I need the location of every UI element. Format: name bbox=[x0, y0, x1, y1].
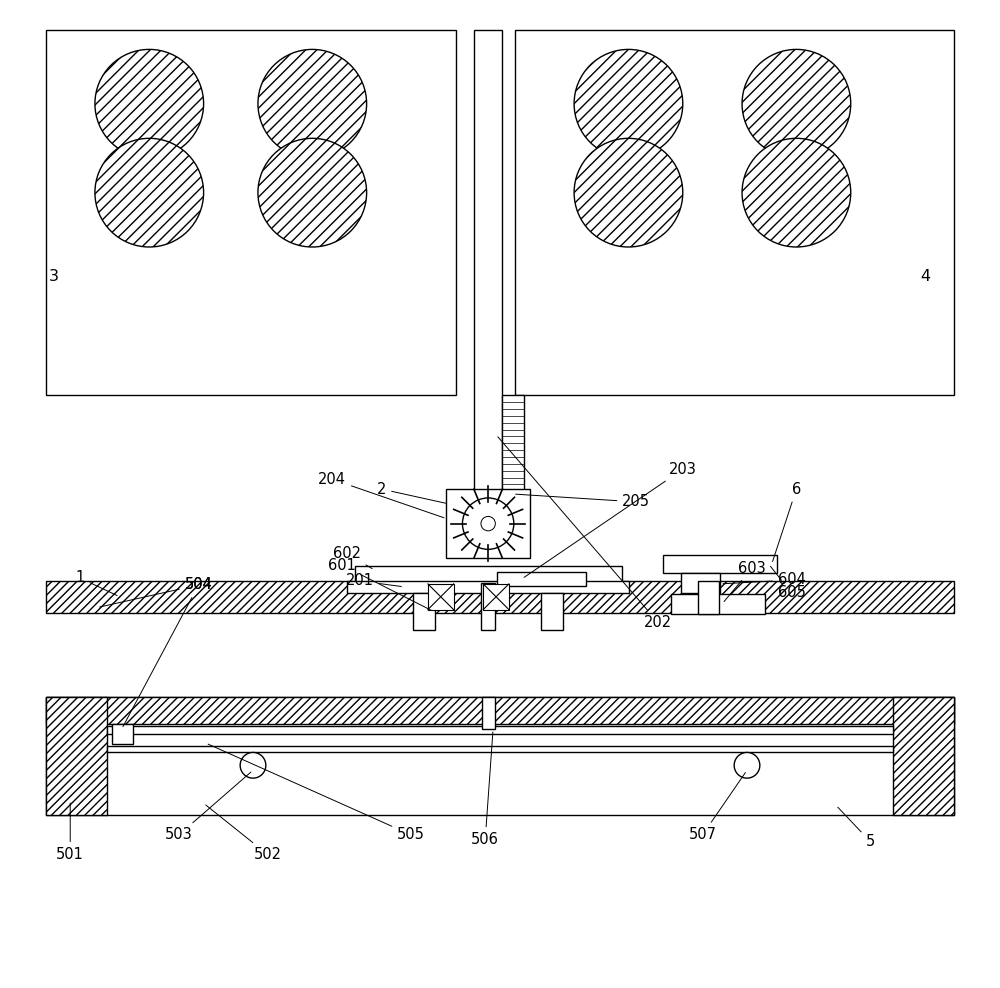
Bar bbox=[112, 724, 133, 744]
Bar bbox=[46, 697, 954, 724]
Text: 503: 503 bbox=[165, 772, 251, 843]
Text: 604: 604 bbox=[723, 572, 805, 588]
Bar bbox=[671, 594, 765, 614]
Circle shape bbox=[742, 138, 851, 247]
Bar bbox=[698, 581, 719, 614]
Bar bbox=[46, 581, 954, 613]
Bar bbox=[355, 566, 622, 583]
Circle shape bbox=[95, 138, 204, 247]
Bar bbox=[428, 584, 454, 610]
Text: 201: 201 bbox=[346, 573, 401, 589]
Text: 601: 601 bbox=[328, 557, 431, 611]
Text: 602: 602 bbox=[333, 545, 372, 569]
Text: 6: 6 bbox=[773, 481, 801, 561]
Bar bbox=[46, 697, 107, 815]
Text: 2: 2 bbox=[377, 481, 446, 503]
Circle shape bbox=[240, 753, 266, 779]
Bar bbox=[497, 572, 586, 586]
Circle shape bbox=[258, 49, 367, 158]
Circle shape bbox=[462, 498, 514, 549]
Bar bbox=[681, 573, 720, 593]
Text: 501: 501 bbox=[56, 803, 84, 863]
Text: 507: 507 bbox=[689, 773, 745, 843]
Bar bbox=[413, 593, 435, 630]
Bar bbox=[446, 489, 530, 558]
Bar bbox=[483, 584, 509, 610]
Bar bbox=[107, 746, 893, 752]
Text: 506: 506 bbox=[471, 732, 499, 848]
Text: 4: 4 bbox=[920, 269, 930, 285]
Bar bbox=[474, 30, 502, 529]
Bar bbox=[663, 555, 777, 573]
Circle shape bbox=[258, 138, 367, 247]
Circle shape bbox=[574, 49, 683, 158]
Circle shape bbox=[734, 753, 760, 779]
Text: 205: 205 bbox=[516, 494, 650, 510]
Bar bbox=[46, 30, 456, 395]
Circle shape bbox=[742, 49, 851, 158]
Text: 605: 605 bbox=[770, 566, 805, 601]
Text: 5: 5 bbox=[838, 807, 875, 850]
Text: 504: 504 bbox=[123, 577, 213, 727]
Bar bbox=[502, 395, 524, 519]
Text: 505: 505 bbox=[208, 744, 425, 843]
Text: 504: 504 bbox=[100, 577, 213, 607]
Text: 204: 204 bbox=[318, 471, 444, 518]
Text: 202: 202 bbox=[498, 437, 672, 630]
Text: 603: 603 bbox=[724, 560, 766, 602]
Bar bbox=[482, 697, 495, 729]
Bar bbox=[347, 581, 629, 593]
Text: 203: 203 bbox=[524, 461, 697, 577]
Text: 3: 3 bbox=[48, 269, 58, 285]
Circle shape bbox=[95, 49, 204, 158]
Bar bbox=[541, 593, 563, 630]
Bar bbox=[46, 697, 954, 815]
Bar bbox=[107, 726, 893, 734]
Bar bbox=[893, 697, 954, 815]
Circle shape bbox=[574, 138, 683, 247]
Circle shape bbox=[481, 517, 495, 531]
Bar bbox=[481, 583, 495, 630]
Text: 502: 502 bbox=[206, 805, 282, 863]
Text: 1: 1 bbox=[75, 570, 117, 596]
Bar bbox=[515, 30, 954, 395]
